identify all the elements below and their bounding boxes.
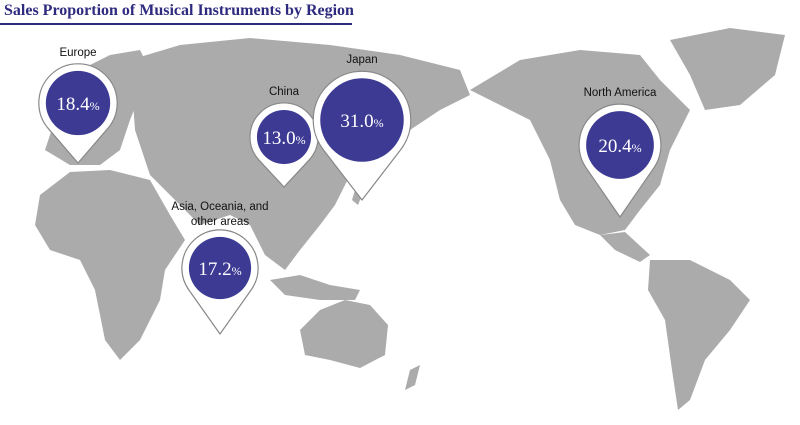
bubble — [256, 109, 312, 165]
region-label: Japan — [346, 54, 378, 67]
value-label: 20.4% — [598, 136, 641, 157]
unit: % — [232, 264, 242, 278]
value: 17.2 — [198, 259, 231, 280]
bubble — [586, 111, 654, 179]
value: 20.4 — [598, 136, 632, 157]
region-label: Europe — [59, 46, 97, 59]
unit: % — [90, 99, 100, 113]
pins: 18.4%13.0%31.0%20.4%17.2% — [38, 63, 662, 336]
value: 13.0 — [262, 128, 295, 149]
bubble — [320, 78, 404, 162]
region-label: Asia, Oceania, and other areas — [171, 201, 269, 228]
new-zealand — [405, 365, 420, 390]
region-label: China — [268, 85, 300, 98]
value-label: 17.2% — [198, 259, 241, 280]
value: 18.4 — [56, 94, 90, 115]
title: Sales Proportion of Musical Instruments … — [4, 2, 354, 19]
indonesia — [270, 275, 360, 300]
value-label: 13.0% — [262, 128, 305, 149]
bubble — [188, 236, 252, 300]
title-rule — [0, 23, 352, 25]
central-america — [600, 232, 650, 262]
region-label: North America — [583, 87, 657, 100]
unit: % — [296, 133, 306, 147]
bubble — [45, 70, 111, 136]
value: 31.0 — [340, 111, 373, 132]
unit: % — [374, 116, 384, 130]
south-america — [648, 260, 750, 410]
australia — [300, 300, 388, 368]
value-label: 31.0% — [340, 111, 383, 132]
value-label: 18.4% — [56, 94, 99, 115]
africa — [35, 170, 185, 360]
greenland — [670, 28, 785, 110]
unit: % — [632, 141, 642, 155]
